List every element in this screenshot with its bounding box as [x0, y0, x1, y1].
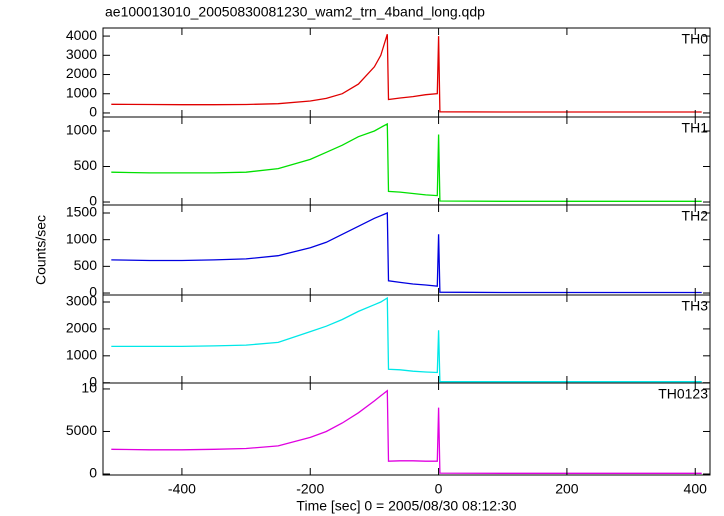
y-tick-label: 10: [81, 380, 97, 396]
band-label: TH3: [682, 298, 709, 314]
panel-frame: [102, 116, 711, 206]
y-tick-label: 4000: [66, 27, 97, 43]
panel-frame: [102, 27, 711, 118]
band-label: TH0: [682, 31, 709, 47]
y-axis-label: Counts/sec: [33, 215, 49, 285]
y-tick-label: 1000: [66, 230, 97, 246]
x-tick-label: -400: [168, 481, 196, 497]
light-curve: [111, 122, 702, 202]
y-tick-label: 1000: [66, 122, 97, 138]
x-tick-label: -200: [296, 481, 324, 497]
panel-frame: [102, 204, 711, 296]
panel-frame: [102, 294, 711, 384]
y-tick-label: 0: [89, 465, 97, 481]
y-tick-label: 0: [89, 284, 97, 300]
y-tick-label: 1000: [66, 347, 97, 363]
y-tick-label: 2000: [66, 320, 97, 336]
y-tick-label: 0: [89, 193, 97, 209]
y-tick-label: 0: [89, 104, 97, 120]
light-curve: [111, 212, 702, 294]
x-tick-label: 400: [684, 481, 708, 497]
y-tick-label: 1000: [66, 84, 97, 100]
y-tick-label: 3000: [66, 46, 97, 62]
y-tick-label: 1500: [66, 204, 97, 220]
band-label: TH1: [682, 120, 709, 136]
chart-title: ae100013010_20050830081230_wam2_trn_4ban…: [105, 4, 485, 20]
light-curve: [111, 296, 702, 383]
x-tick-label: 0: [435, 481, 443, 497]
y-tick-label: 500: [74, 157, 98, 173]
x-axis-label: Time [sec] 0 = 2005/08/30 08:12:30: [296, 498, 516, 514]
x-tick-label: 200: [555, 481, 579, 497]
y-tick-label: 0: [89, 373, 97, 389]
y-tick-label: 500: [74, 257, 98, 273]
y-tick-label: 5000: [66, 422, 97, 438]
y-tick-label: 2000: [66, 65, 97, 81]
band-label: TH2: [682, 208, 709, 224]
panel-frame: [102, 382, 711, 476]
y-tick-label: 3000: [66, 293, 97, 309]
light-curve: [111, 389, 702, 474]
band-label: TH0123: [658, 386, 708, 402]
light-curve: [111, 34, 702, 113]
